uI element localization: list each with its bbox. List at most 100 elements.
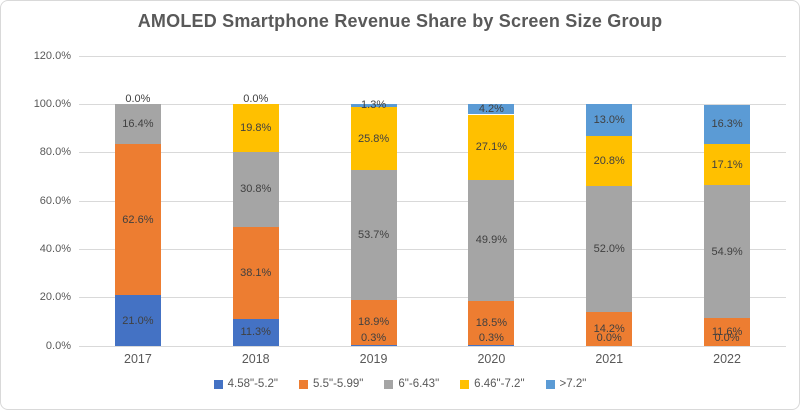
gridline	[79, 345, 786, 347]
data-label: 4.2%	[478, 103, 504, 116]
data-label: 0.0%	[125, 93, 151, 106]
data-label: 14.2%	[593, 322, 625, 335]
legend-item: 6.46"-7.2"	[460, 378, 525, 391]
bar-segment	[350, 299, 397, 346]
stacked-bar: 0.0% 14.2% 52.0% 20.8% 13.0%	[586, 56, 633, 346]
category-cell: 0.3% 18.9% 53.7% 25.8% 1.3%	[315, 56, 433, 346]
data-label: 20.8%	[593, 154, 625, 167]
category-cell: 0.0% 14.2% 52.0% 20.8% 13.0%	[550, 56, 668, 346]
category-cell: 11.3% 38.1% 30.8% 19.8% 0.0%	[197, 56, 315, 346]
legend-item: 5.5"-5.99"	[299, 378, 363, 391]
gridline	[79, 200, 786, 202]
bar-segment	[114, 295, 161, 346]
category-cell: 21.0% 62.6% 16.4% 0.0%	[79, 56, 197, 346]
stacked-bar: 0.3% 18.9% 53.7% 25.8% 1.3%	[350, 56, 397, 346]
legend-item: >7.2"	[545, 378, 587, 391]
legend-swatch	[545, 380, 555, 389]
x-tick-label: 2018	[241, 352, 270, 366]
data-label: 0.0%	[714, 332, 740, 344]
data-label: 0.0%	[243, 93, 269, 106]
data-label: 38.1%	[240, 266, 272, 279]
x-tick-label: 2019	[359, 352, 388, 366]
legend-label: >7.2"	[559, 378, 587, 390]
data-label: 25.8%	[357, 132, 390, 145]
x-tick-label: 2021	[595, 352, 624, 366]
category-cell: 0.3% 18.5% 49.9% 27.1% 4.2%	[432, 56, 550, 346]
legend-label: 5.5"-5.99"	[313, 378, 364, 390]
data-label: 19.8%	[240, 122, 272, 135]
data-label: 21.0%	[122, 314, 154, 327]
plot-area: 21.0% 62.6% 16.4% 0.0% 11.3% 38.1% 30.8% 19.8% 0…	[79, 55, 786, 347]
data-label: 0.3%	[361, 332, 387, 344]
bar-segment	[704, 104, 751, 144]
y-tick-label: 120.0%	[33, 49, 71, 62]
bar-segment	[468, 104, 515, 115]
data-label: 11.6%	[711, 325, 743, 338]
bar-segment	[232, 226, 279, 319]
stacked-bar: 0.0% 11.6% 54.9% 17.1% 16.3%	[704, 56, 751, 346]
bar-segment	[114, 104, 161, 144]
y-tick-label: 20.0%	[39, 291, 71, 304]
data-label: 1.3%	[361, 99, 387, 112]
stacked-bar: 11.3% 38.1% 30.8% 19.8% 0.0%	[232, 56, 279, 346]
data-label: 49.9%	[475, 234, 507, 247]
stacked-bar: 21.0% 62.6% 16.4% 0.0%	[114, 56, 161, 346]
legend-item: 4.58"-5.2"	[213, 378, 279, 391]
bar-segment	[468, 300, 515, 346]
bar-segment	[232, 104, 279, 153]
bar-segment	[232, 318, 279, 346]
bar-segment	[232, 152, 279, 227]
data-label: 18.9%	[357, 316, 390, 329]
legend-swatch	[460, 380, 470, 389]
bar-segment	[350, 169, 397, 300]
bar-segment	[350, 104, 397, 108]
data-label: 53.7%	[357, 228, 390, 241]
data-label: 18.5%	[475, 316, 507, 329]
chart-title: AMOLED Smartphone Revenue Share by Scree…	[137, 11, 663, 31]
x-axis: 2017 2018 2019 2020 2021 2022	[79, 352, 786, 367]
data-label: 0.3%	[478, 332, 504, 344]
bar-segment	[114, 143, 161, 296]
legend: 4.58"-5.2" 5.5"-5.99" 6"-6.43" 6.46"-7.2" >7…	[1, 378, 799, 391]
legend-swatch	[213, 380, 223, 389]
data-label: 11.3%	[240, 326, 271, 339]
legend-item: 6"-6.43"	[384, 378, 439, 391]
bar-segment	[350, 107, 397, 170]
legend-swatch	[384, 380, 394, 389]
stacked-bar: 0.3% 18.5% 49.9% 27.1% 4.2%	[468, 56, 515, 346]
bar-segment	[704, 185, 751, 318]
y-tick-label: 0.0%	[45, 339, 71, 352]
bar-segment	[586, 186, 633, 312]
x-tick-label: 2022	[713, 352, 741, 366]
y-tick-label: 100.0%	[33, 97, 71, 110]
bar-segment	[704, 317, 751, 346]
gridline	[79, 152, 786, 154]
bar-segment	[586, 135, 633, 187]
bars-row: 21.0% 62.6% 16.4% 0.0% 11.3% 38.1% 30.8% 19.8% 0…	[79, 56, 786, 346]
data-label: 62.6%	[122, 213, 154, 226]
data-label: 0.0%	[596, 332, 622, 344]
data-label: 16.4%	[122, 118, 154, 131]
data-label: 17.1%	[711, 158, 743, 171]
data-label: 27.1%	[475, 141, 507, 154]
bar-segment	[586, 311, 633, 346]
legend-label: 4.58"-5.2"	[227, 378, 279, 390]
bar-segment	[468, 114, 515, 180]
bar-segment	[586, 104, 633, 136]
data-label: 13.0%	[593, 114, 625, 127]
y-tick-label: 60.0%	[39, 194, 71, 207]
y-tick-label: 80.0%	[39, 146, 71, 159]
data-label: 52.0%	[593, 242, 625, 255]
bar-segment	[468, 180, 515, 301]
gridline	[79, 103, 786, 105]
data-label: 30.8%	[240, 183, 272, 196]
bar-segment	[468, 345, 515, 346]
x-tick-label: 2020	[477, 352, 506, 366]
category-cell: 0.0% 11.6% 54.9% 17.1% 16.3%	[668, 56, 786, 346]
data-label: 16.3%	[711, 118, 743, 131]
bar-segment	[704, 143, 751, 186]
gridline	[79, 248, 786, 250]
gridline	[79, 297, 786, 299]
y-tick-label: 40.0%	[39, 242, 71, 255]
